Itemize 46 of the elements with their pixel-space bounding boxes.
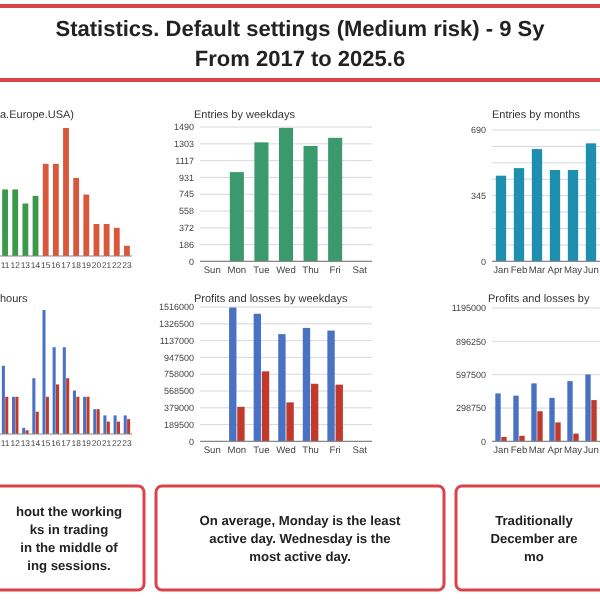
bar: [12, 189, 19, 256]
bar: [549, 169, 561, 262]
bar: [555, 422, 561, 442]
bar: [531, 383, 537, 442]
bar: [113, 227, 120, 256]
bar: [52, 163, 59, 256]
bar: [254, 142, 269, 262]
bar: [302, 327, 311, 442]
bar: [327, 330, 335, 442]
bar: [310, 383, 319, 442]
bar: [303, 145, 318, 262]
bar: [519, 435, 525, 442]
bar: [513, 395, 519, 442]
bar: [328, 137, 343, 262]
bar: [573, 433, 579, 442]
bar: [103, 224, 110, 256]
bar: [124, 245, 130, 256]
bar: [585, 374, 591, 442]
bar: [22, 203, 29, 256]
bar: [537, 411, 543, 442]
bar: [278, 127, 294, 262]
bar: [42, 163, 49, 256]
bar: [495, 175, 507, 262]
bar: [278, 334, 286, 442]
bar: [549, 397, 555, 442]
bar: [261, 371, 270, 442]
bar: [286, 402, 294, 442]
text: From 2017 to 2025.6: [194, 47, 406, 72]
bar: [585, 143, 597, 262]
bar: [513, 168, 525, 262]
bar: [335, 384, 343, 442]
bar: [229, 172, 244, 262]
text: Statistics. Default settings (Medium risk) - 9 Sy: [55, 17, 547, 42]
bar: [567, 381, 573, 442]
bar: [63, 128, 69, 256]
bar: [501, 436, 507, 442]
bar: [73, 177, 80, 256]
bar: [229, 307, 237, 442]
bar: [83, 194, 90, 256]
bar: [2, 189, 8, 256]
bar: [237, 406, 245, 442]
bar: [591, 400, 597, 442]
bar: [567, 169, 579, 262]
bar: [531, 149, 543, 262]
bar: [495, 393, 501, 442]
bar: [253, 313, 262, 442]
